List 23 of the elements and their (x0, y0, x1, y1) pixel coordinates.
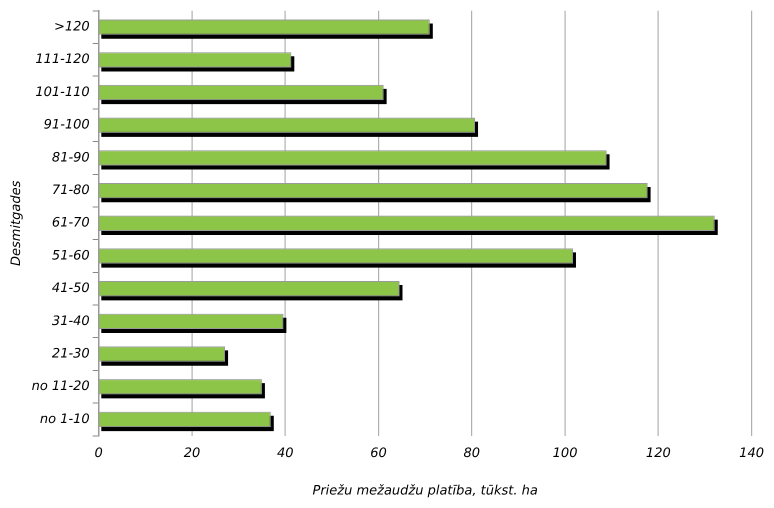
y-tick-label: 111-120 (35, 52, 90, 68)
y-tick-label: 41-50 (52, 281, 90, 296)
y-tick-label: 51-60 (52, 248, 90, 264)
x-tick-label: 20 (184, 446, 200, 461)
y-tick-label: 61-70 (52, 216, 90, 231)
x-tick-label: 40 (276, 446, 294, 461)
y-tick-label: >120 (54, 20, 90, 35)
y-tick-label: 71-80 (52, 182, 90, 198)
x-tick-label: 60 (370, 446, 387, 461)
y-tick-label: no 1-10 (40, 412, 90, 427)
y-tick-label: no 11-20 (32, 379, 90, 394)
y-tick-label: 31-40 (52, 314, 90, 329)
x-axis-title: Priežu mežaudžu platība, tūkst. ha (312, 484, 538, 499)
y-tick-label: 91-100 (44, 118, 90, 133)
y-tick-label: 101-110 (35, 84, 90, 100)
x-tick-label: 80 (464, 446, 480, 461)
y-tick-label: 21-30 (52, 346, 90, 362)
y-axis-title: Desmitgades (9, 180, 24, 266)
y-tick-label: 81-90 (52, 150, 90, 166)
x-tick-label: 0 (94, 446, 103, 461)
x-tick-label: 100 (552, 446, 578, 461)
x-tick-label: 140 (739, 446, 764, 461)
x-tick-label: 120 (646, 446, 671, 461)
